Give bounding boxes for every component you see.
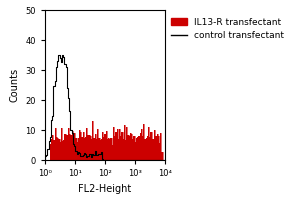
Polygon shape (45, 121, 165, 160)
Y-axis label: Counts: Counts (10, 68, 20, 102)
X-axis label: FL2-Height: FL2-Height (78, 184, 132, 194)
Legend: IL13-R transfectant, control transfectant: IL13-R transfectant, control transfectan… (171, 18, 284, 40)
